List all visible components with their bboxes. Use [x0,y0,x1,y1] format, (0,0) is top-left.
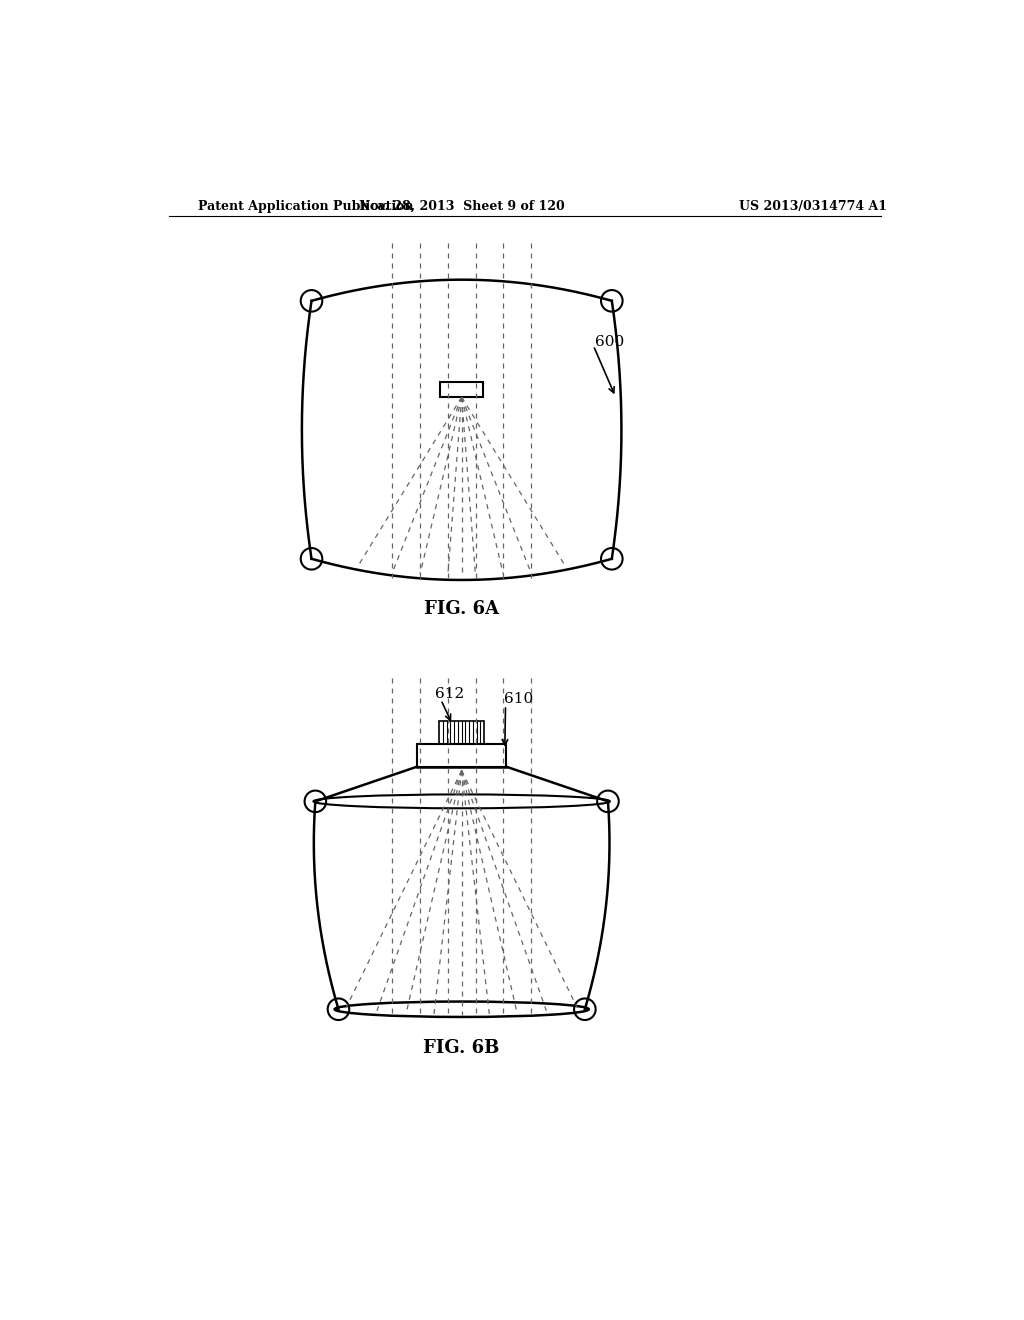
Bar [439,721,484,743]
Text: FIG. 6B: FIG. 6B [424,1039,500,1057]
Bar [417,743,506,767]
Text: Patent Application Publication: Patent Application Publication [199,199,414,213]
Text: 612: 612 [435,686,464,701]
Bar [440,381,483,397]
Text: 610: 610 [504,692,534,706]
Text: Nov. 28, 2013  Sheet 9 of 120: Nov. 28, 2013 Sheet 9 of 120 [358,199,564,213]
Text: US 2013/0314774 A1: US 2013/0314774 A1 [739,199,887,213]
Text: FIG. 6A: FIG. 6A [424,599,500,618]
Text: 600: 600 [595,335,624,348]
